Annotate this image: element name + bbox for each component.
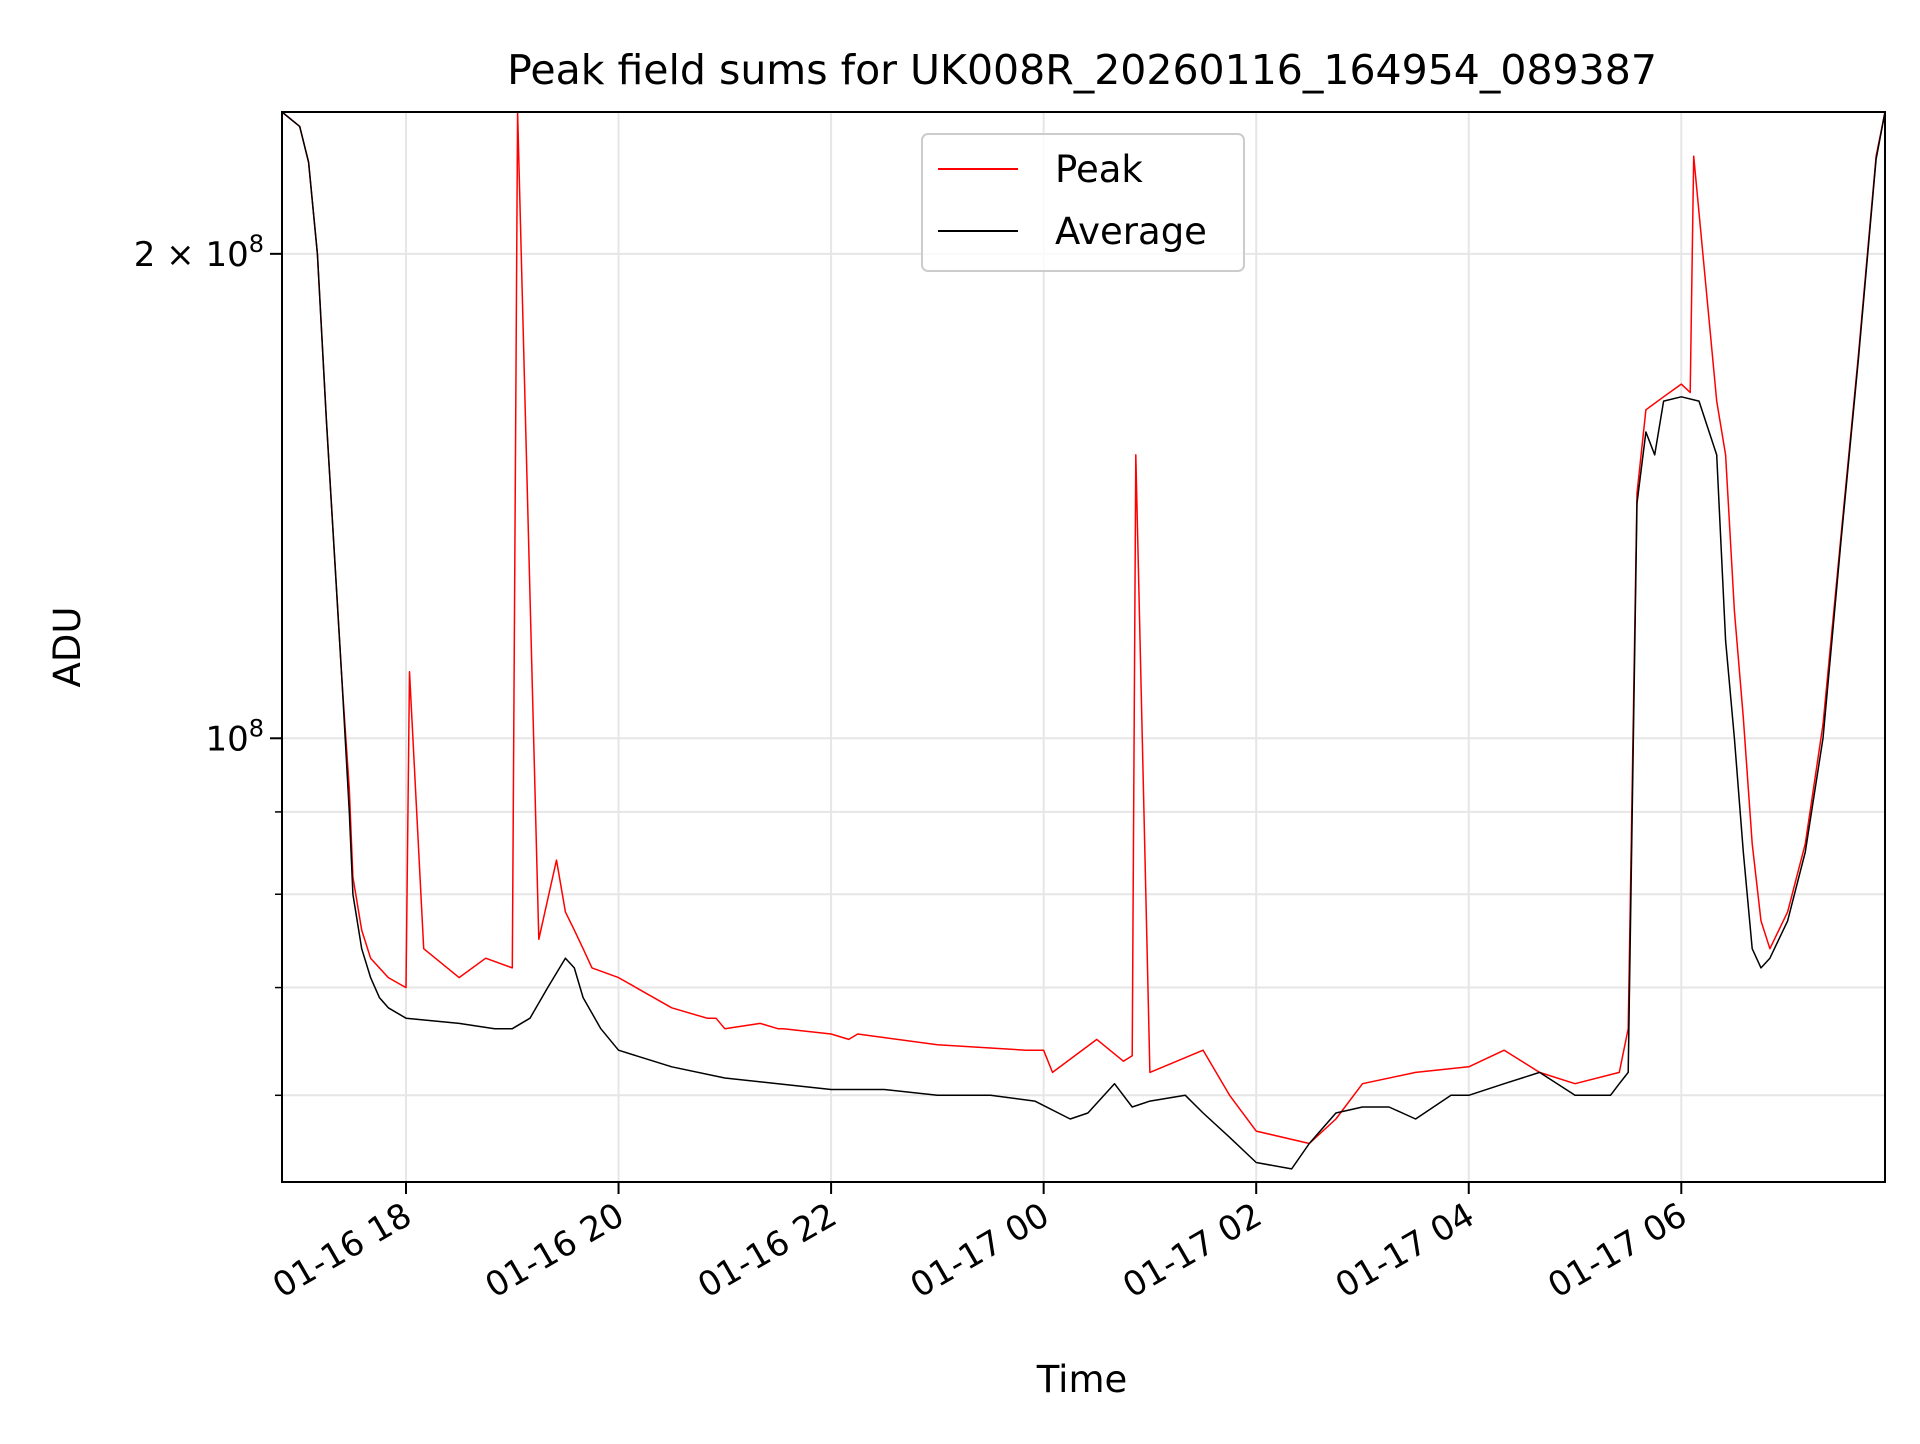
series-peak-line	[282, 112, 1885, 1145]
y-axis-label: ADU	[46, 607, 89, 688]
legend: Peak Average	[921, 133, 1245, 272]
y-tick-label: 2 × 108	[134, 230, 264, 275]
legend-average-label: Average	[1055, 210, 1207, 253]
legend-peak-label: Peak	[1055, 148, 1143, 191]
series-layer	[282, 112, 1885, 1170]
grid-lines	[282, 112, 1885, 1182]
axes-frame	[281, 111, 1886, 1183]
y-tick-label: 108	[205, 714, 264, 759]
x-axis-label: Time	[1036, 1358, 1128, 1401]
series-average-line	[282, 112, 1885, 1170]
chart-title: Peak field sums for UK008R_20260116_1649…	[507, 46, 1657, 94]
